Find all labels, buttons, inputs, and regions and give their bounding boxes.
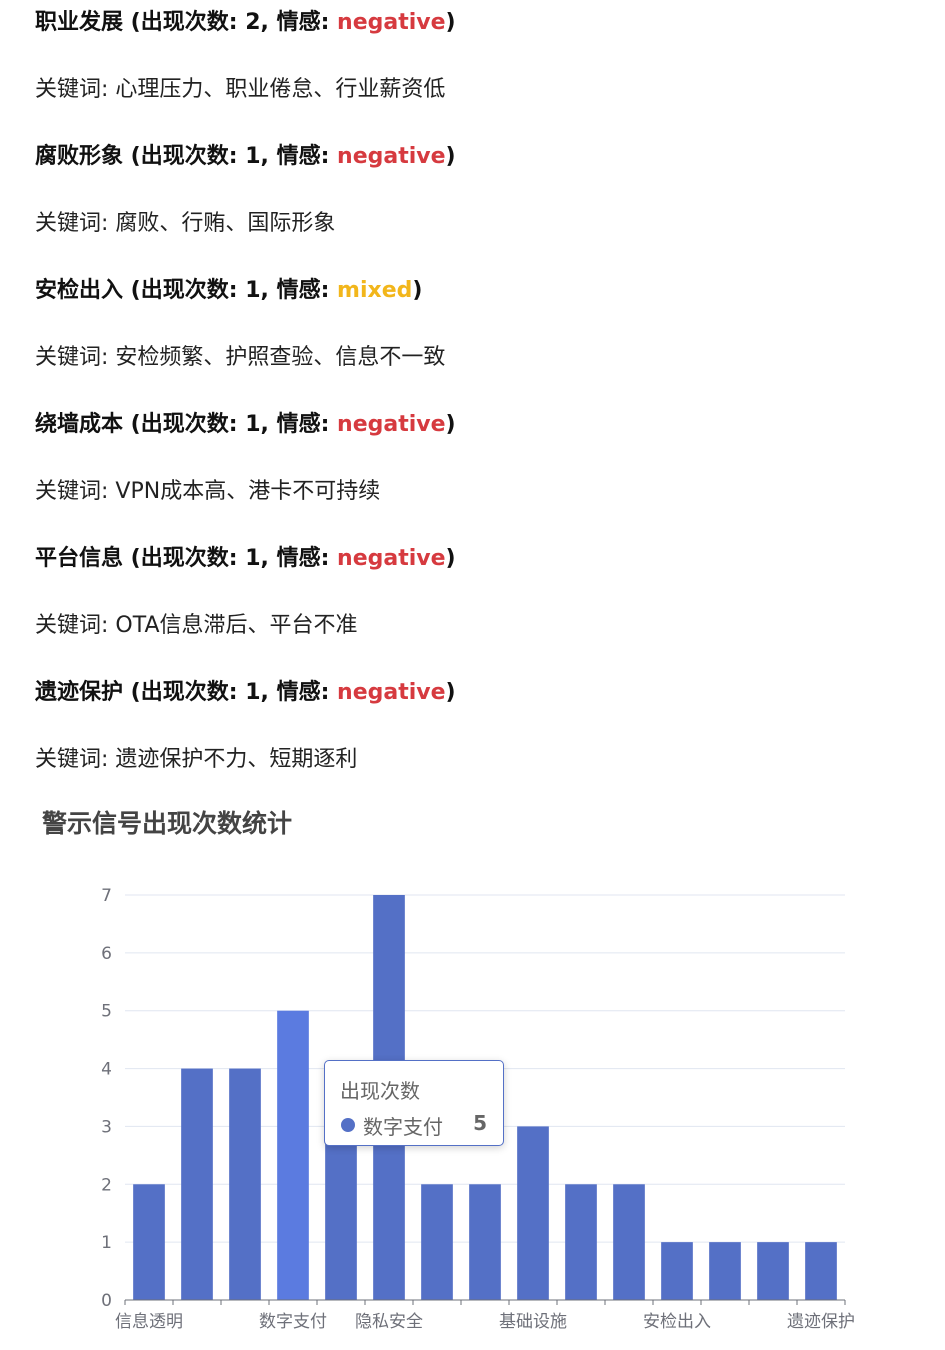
bar	[613, 1184, 645, 1300]
signal-sentiment: negative	[337, 546, 446, 571]
signal-keywords-label: 关键词	[35, 613, 102, 638]
chart-title: 警示信号出现次数统计	[42, 809, 293, 838]
signal-count: 1	[245, 144, 261, 169]
signal-sentiment-label: 情感	[276, 412, 321, 437]
signal-name: 安检出入	[35, 278, 124, 303]
signal-count-label: 出现次数	[140, 412, 229, 437]
signal-sentiment: mixed	[337, 278, 413, 303]
signal-keywords-value: 遗迹保护不力、短期逐利	[115, 747, 358, 772]
signal-keywords-label: 关键词	[35, 479, 102, 504]
bar	[661, 1242, 693, 1300]
signal-count-label: 出现次数	[140, 278, 229, 303]
signal-count: 1	[245, 546, 261, 571]
chart-tooltip: 出现次数 数字支付 5	[324, 1060, 504, 1146]
signal-keywords-value: VPN成本高、港卡不可持续	[115, 479, 381, 504]
y-tick-label: 3	[101, 1117, 112, 1137]
bar	[421, 1184, 453, 1300]
signal-keywords-label: 关键词	[35, 211, 102, 236]
signal-name: 职业发展	[35, 10, 124, 35]
signal-count-label: 出现次数	[140, 144, 229, 169]
bar	[277, 1010, 309, 1300]
bar	[469, 1184, 501, 1300]
signal-sentiment-label: 情感	[276, 546, 321, 571]
bar	[565, 1184, 597, 1300]
x-tick-label: 遗迹保护	[787, 1312, 855, 1332]
signal-keywords-label: 关键词	[35, 747, 102, 772]
signal-sentiment: negative	[337, 412, 446, 437]
signal-keywords-value: OTA信息滞后、平台不准	[115, 613, 358, 638]
signal-count: 2	[245, 10, 261, 35]
signal-title: 平台信息 (出现次数: 1, 情感: negative)	[35, 546, 456, 571]
signal-count-label: 出现次数	[140, 680, 229, 705]
bar	[805, 1242, 837, 1300]
signal-count: 1	[245, 278, 261, 303]
signal-sentiment: negative	[337, 144, 446, 169]
x-tick-label: 隐私安全	[355, 1312, 423, 1332]
tooltip-marker-icon	[341, 1118, 355, 1132]
signal-name: 平台信息	[35, 546, 124, 571]
signal-count-label: 出现次数	[140, 10, 229, 35]
signal-keywords-label: 关键词	[35, 345, 102, 370]
bar	[325, 1126, 357, 1300]
signal-title: 安检出入 (出现次数: 1, 情感: mixed)	[35, 278, 423, 303]
signal-title: 职业发展 (出现次数: 2, 情感: negative)	[35, 10, 456, 35]
bar	[757, 1242, 789, 1300]
y-tick-label: 7	[101, 886, 112, 906]
signal-keywords-value: 安检频繁、护照查验、信息不一致	[115, 345, 446, 370]
signal-sentiment-label: 情感	[276, 10, 321, 35]
y-tick-label: 4	[101, 1060, 112, 1080]
signal-keywords-value: 腐败、行贿、国际形象	[115, 211, 336, 236]
signal-keywords: 关键词: 遗迹保护不力、短期逐利	[35, 747, 358, 772]
signal-keywords-value: 心理压力、职业倦怠、行业薪资低	[115, 77, 446, 102]
signal-sentiment: negative	[337, 680, 446, 705]
y-tick-label: 2	[101, 1175, 112, 1195]
x-tick-label: 安检出入	[643, 1312, 711, 1332]
signal-keywords: 关键词: 安检频繁、护照查验、信息不一致	[35, 345, 446, 370]
tooltip-value: 5	[473, 1111, 487, 1135]
bar	[517, 1126, 549, 1300]
x-tick-label: 数字支付	[259, 1312, 327, 1332]
signal-sentiment: negative	[337, 10, 446, 35]
x-tick-label: 信息透明	[115, 1312, 183, 1332]
tooltip-category: 数字支付	[363, 1115, 443, 1139]
signal-name: 绕墙成本	[35, 412, 124, 437]
signal-count-label: 出现次数	[140, 546, 229, 571]
signal-name: 遗迹保护	[35, 680, 124, 705]
signal-keywords: 关键词: VPN成本高、港卡不可持续	[35, 479, 381, 504]
tooltip-series-name: 出现次数	[340, 1079, 420, 1103]
y-tick-label: 5	[101, 1002, 112, 1022]
signal-sentiment-label: 情感	[276, 144, 321, 169]
bar	[181, 1068, 213, 1300]
signal-count: 1	[245, 680, 261, 705]
signal-title: 遗迹保护 (出现次数: 1, 情感: negative)	[35, 680, 456, 705]
signal-sentiment-label: 情感	[276, 278, 321, 303]
signal-keywords: 关键词: 腐败、行贿、国际形象	[35, 211, 336, 236]
signal-sentiment-label: 情感	[276, 680, 321, 705]
signal-keywords: 关键词: OTA信息滞后、平台不准	[35, 613, 358, 638]
bar	[229, 1068, 261, 1300]
bar	[133, 1184, 165, 1300]
signal-title: 绕墙成本 (出现次数: 1, 情感: negative)	[35, 412, 456, 437]
x-tick-label: 基础设施	[499, 1312, 567, 1332]
bar	[709, 1242, 741, 1300]
y-tick-label: 0	[101, 1291, 112, 1311]
signal-title: 腐败形象 (出现次数: 1, 情感: negative)	[35, 144, 456, 169]
signal-count: 1	[245, 412, 261, 437]
signal-keywords-label: 关键词	[35, 77, 102, 102]
signal-keywords: 关键词: 心理压力、职业倦怠、行业薪资低	[35, 77, 446, 102]
signal-name: 腐败形象	[35, 144, 124, 169]
y-tick-label: 1	[101, 1233, 112, 1253]
y-tick-label: 6	[101, 944, 112, 964]
